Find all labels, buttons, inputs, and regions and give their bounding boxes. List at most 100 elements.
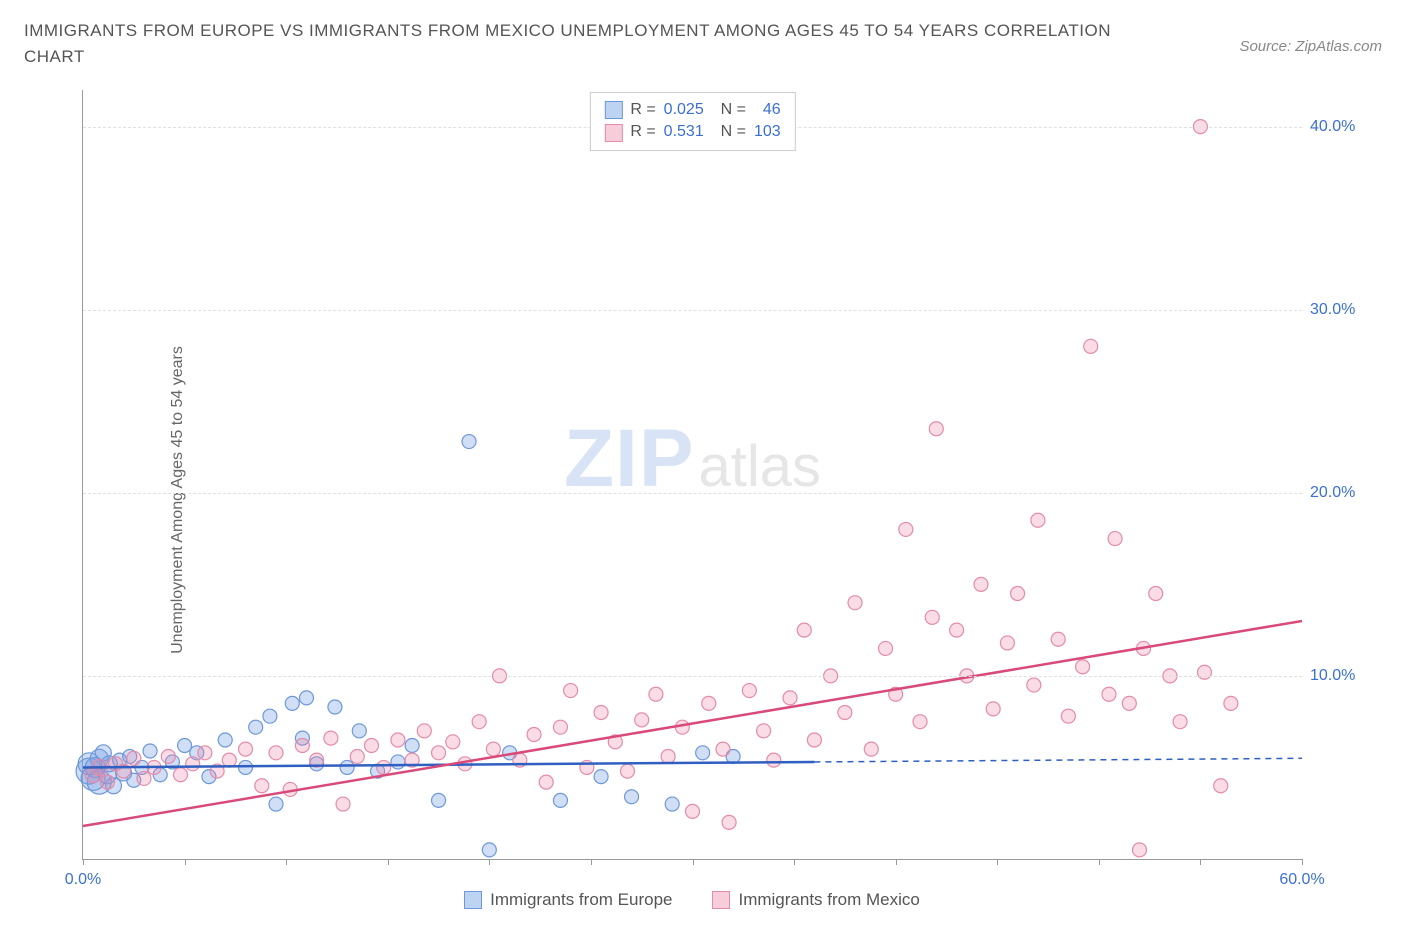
x-tick: [1099, 859, 1100, 865]
x-tick-label: 60.0%: [1279, 871, 1324, 889]
data-point: [417, 724, 431, 738]
data-point: [807, 733, 821, 747]
data-point: [432, 793, 446, 807]
data-point: [702, 696, 716, 710]
data-point: [328, 700, 342, 714]
data-point: [594, 706, 608, 720]
data-point: [137, 771, 151, 785]
swatch-europe-icon: [464, 891, 482, 909]
data-point: [336, 797, 350, 811]
data-point: [350, 749, 364, 763]
data-point: [364, 738, 378, 752]
trend-line-extrapolated: [814, 758, 1302, 762]
data-point: [391, 755, 405, 769]
data-point: [269, 797, 283, 811]
data-point: [486, 742, 500, 756]
legend-label-europe: Immigrants from Europe: [490, 890, 672, 910]
data-point: [198, 746, 212, 760]
data-point: [716, 742, 730, 756]
x-tick: [489, 859, 490, 865]
data-point: [1051, 632, 1065, 646]
data-point: [742, 684, 756, 698]
data-point: [472, 715, 486, 729]
data-point: [391, 733, 405, 747]
trend-line: [83, 621, 1302, 826]
data-point: [218, 733, 232, 747]
legend-item-mexico: Immigrants from Mexico: [712, 890, 919, 910]
plot-area: ZIP atlas R = 0.025 N = 46 R = 0.531 N =…: [82, 90, 1302, 860]
data-point: [594, 770, 608, 784]
data-point: [352, 724, 366, 738]
y-tick-label: 20.0%: [1310, 484, 1374, 502]
x-tick: [693, 859, 694, 865]
data-point: [527, 727, 541, 741]
data-point: [929, 422, 943, 436]
gridline: [83, 676, 1302, 677]
data-point: [649, 687, 663, 701]
data-point: [1173, 715, 1187, 729]
data-point: [879, 641, 893, 655]
data-point: [1027, 678, 1041, 692]
data-point: [686, 804, 700, 818]
data-point: [432, 746, 446, 760]
data-point: [1031, 513, 1045, 527]
legend-label-mexico: Immigrants from Mexico: [738, 890, 919, 910]
data-point: [1132, 843, 1146, 857]
data-point: [1076, 660, 1090, 674]
x-tick: [896, 859, 897, 865]
data-point: [974, 577, 988, 591]
data-point: [913, 715, 927, 729]
x-tick: [997, 859, 998, 865]
data-point: [161, 749, 175, 763]
data-point: [255, 779, 269, 793]
data-point: [446, 735, 460, 749]
x-tick-label: 0.0%: [65, 871, 101, 889]
data-point: [482, 843, 496, 857]
data-point: [661, 749, 675, 763]
legend-item-europe: Immigrants from Europe: [464, 890, 672, 910]
gridline: [83, 493, 1302, 494]
n-value-europe: 46: [754, 99, 781, 121]
data-point: [263, 709, 277, 723]
y-tick-label: 10.0%: [1310, 667, 1374, 685]
scatter-svg: [83, 90, 1302, 859]
data-point: [186, 757, 200, 771]
legend-row-mexico: R = 0.531 N = 103: [604, 121, 780, 143]
data-point: [324, 731, 338, 745]
x-tick: [591, 859, 592, 865]
swatch-mexico-icon: [712, 891, 730, 909]
data-point: [100, 775, 114, 789]
data-point: [340, 760, 354, 774]
y-tick-label: 30.0%: [1310, 301, 1374, 319]
correlation-chart: Unemployment Among Ages 45 to 54 years Z…: [24, 90, 1382, 910]
data-point: [1197, 665, 1211, 679]
data-point: [767, 753, 781, 767]
data-point: [1108, 532, 1122, 546]
data-point: [797, 623, 811, 637]
data-point: [625, 790, 639, 804]
swatch-mexico: [604, 124, 622, 142]
data-point: [564, 684, 578, 698]
series-legend: Immigrants from Europe Immigrants from M…: [82, 890, 1302, 910]
gridline: [83, 310, 1302, 311]
r-value-europe: 0.025: [664, 99, 704, 121]
data-point: [269, 746, 283, 760]
data-point: [1000, 636, 1014, 650]
x-tick: [794, 859, 795, 865]
data-point: [295, 738, 309, 752]
data-point: [405, 738, 419, 752]
data-point: [1149, 587, 1163, 601]
data-point: [1084, 339, 1098, 353]
page-title: IMMIGRANTS FROM EUROPE VS IMMIGRANTS FRO…: [24, 18, 1124, 69]
data-point: [127, 751, 141, 765]
data-point: [377, 760, 391, 774]
data-point: [620, 764, 634, 778]
source-attribution: Source: ZipAtlas.com: [1239, 38, 1382, 55]
x-tick: [1302, 859, 1303, 865]
data-point: [249, 720, 263, 734]
n-value-mexico: 103: [754, 121, 781, 143]
data-point: [1224, 696, 1238, 710]
data-point: [757, 724, 771, 738]
data-point: [539, 775, 553, 789]
x-tick: [83, 859, 84, 865]
